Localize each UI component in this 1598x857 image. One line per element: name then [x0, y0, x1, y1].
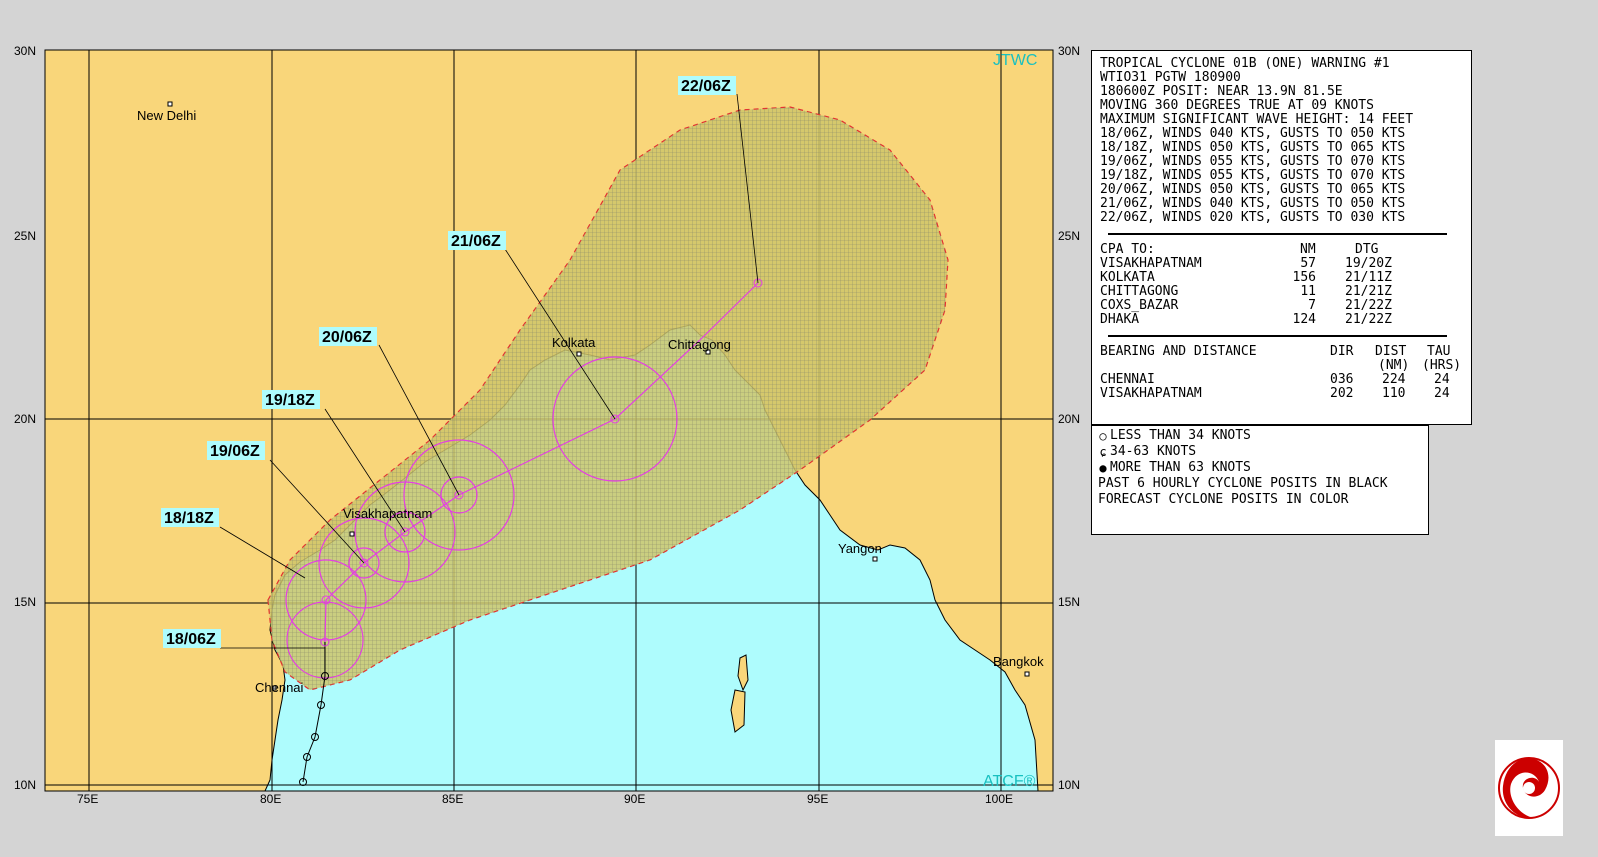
warning-header-line: WTIO31 PGTW 180900 [1100, 70, 1241, 85]
svg-text:90E: 90E [624, 792, 645, 806]
legend-item: ● MORE THAN 63 KNOTS [1099, 460, 1251, 476]
forecast-tags: 22/06Z 21/06Z 20/06Z 19/18Z 19/06Z 18/18… [161, 76, 736, 648]
svg-text:30N: 30N [14, 44, 36, 58]
bearing-row: VISAKHAPATNAM 202 110 24 [1100, 386, 1450, 401]
tag-21-06z: 21/06Z [451, 233, 501, 250]
svg-text:10N: 10N [1058, 778, 1080, 792]
svg-text:95E: 95E [807, 792, 828, 806]
svg-text:100E: 100E [985, 792, 1013, 806]
map-frame [44, 49, 1054, 792]
past-track [299, 642, 329, 786]
filled-storm-symbol-icon: ● [1099, 461, 1107, 475]
forecast-line: 18/06Z, WINDS 040 KTS, GUSTS TO 050 KTS [1100, 126, 1406, 141]
cpa-header: CPA TO: NM DTG [1100, 242, 1379, 257]
cpa-row: KOLKATA 156 21/11Z [1100, 270, 1392, 285]
legend-panel: ○ LESS THAN 34 KNOTS ɕ 34-63 KNOTS ● MORE T… [1091, 425, 1429, 535]
svg-text:25N: 25N [14, 229, 36, 243]
tag-19-18z: 19/18Z [265, 392, 315, 409]
city-new-delhi: New Delhi [137, 108, 196, 123]
wind-radii [285, 356, 678, 679]
warning-wave-height: MAXIMUM SIGNIFICANT WAVE HEIGHT: 14 FEET [1100, 112, 1414, 127]
svg-text:15N: 15N [1058, 595, 1080, 609]
bearing-header: BEARING AND DISTANCE DIR DIST TAU [1100, 344, 1451, 359]
legend-note: FORECAST CYCLONE POSITS IN COLOR [1098, 492, 1349, 507]
city-yangon: Yangon [838, 541, 882, 556]
tag-19-06z: 19/06Z [210, 443, 260, 460]
legend-item: ○ LESS THAN 34 KNOTS [1099, 428, 1251, 444]
brand-atcf: ATCF® [983, 773, 1036, 790]
bearing-row: CHENNAI 036 224 24 [1100, 372, 1450, 387]
forecast-track [320, 278, 763, 647]
cpa-row: DHAKA 124 21/22Z [1100, 312, 1392, 327]
forecast-line: 22/06Z, WINDS 020 KTS, GUSTS TO 030 KTS [1100, 210, 1406, 225]
city-bangkok: Bangkok [993, 654, 1044, 669]
tag-18-18z: 18/18Z [164, 510, 214, 527]
svg-text:75E: 75E [77, 792, 98, 806]
city-labels: New Delhi Kolkata Chittagong Visakhapatn… [137, 108, 1044, 695]
forecast-line: 19/06Z, WINDS 055 KTS, GUSTS TO 070 KTS [1100, 154, 1406, 169]
divider [1108, 335, 1447, 337]
svg-text:25N: 25N [1058, 229, 1080, 243]
warning-info-panel: TROPICAL CYCLONE 01B (ONE) WARNING #1 WT… [1091, 50, 1472, 425]
svg-text:30N: 30N [1058, 44, 1080, 58]
city-chittagong: Chittagong [668, 337, 731, 352]
legend-note: PAST 6 HOURLY CYCLONE POSITS IN BLACK [1098, 476, 1388, 491]
tag-leader-lines [219, 93, 759, 649]
svg-text:15N: 15N [14, 595, 36, 609]
tag-20-06z: 20/06Z [322, 329, 372, 346]
divider [1108, 233, 1447, 235]
brand-jtwc: JTWC [993, 52, 1037, 69]
svg-text:80E: 80E [260, 792, 281, 806]
warning-title: TROPICAL CYCLONE 01B (ONE) WARNING #1 [1100, 56, 1390, 71]
svg-text:10N: 10N [14, 778, 36, 792]
tag-22-06z: 22/06Z [681, 78, 731, 95]
forecast-line: 19/18Z, WINDS 055 KTS, GUSTS TO 070 KTS [1100, 168, 1406, 183]
city-chennai: Chennai [255, 680, 304, 695]
bearing-units: (NM) (HRS) [1378, 358, 1462, 373]
forecast-line: 21/06Z, WINDS 040 KTS, GUSTS TO 050 KTS [1100, 196, 1406, 211]
city-visakhapatnam: Visakhapatnam [343, 506, 432, 521]
cpa-row: CHITTAGONG 11 21/21Z [1100, 284, 1392, 299]
lat-labels-left: 30N 25N 20N 15N 10N [14, 44, 36, 792]
danger-swath-hatch [268, 107, 948, 690]
lat-labels-right: 30N 25N 20N 15N 10N [1058, 44, 1080, 792]
warning-position: 180600Z POSIT: NEAR 13.9N 81.5E [1100, 84, 1343, 99]
open-storm-symbol-icon: ɕ [1099, 445, 1107, 459]
jtwc-logo [1495, 740, 1563, 836]
svg-text:20N: 20N [14, 412, 36, 426]
svg-text:85E: 85E [442, 792, 463, 806]
warning-movement: MOVING 360 DEGREES TRUE AT 09 KNOTS [1100, 98, 1374, 113]
legend-item: ɕ 34-63 KNOTS [1099, 444, 1197, 460]
tag-18-06z: 18/06Z [166, 631, 216, 648]
lon-labels: 75E 80E 85E 90E 95E 100E [77, 792, 1013, 806]
cpa-row: VISAKHAPATNAM 57 19/20Z [1100, 256, 1392, 271]
cpa-row: COXS_BAZAR 7 21/22Z [1100, 298, 1392, 313]
forecast-line: 20/06Z, WINDS 050 KTS, GUSTS TO 065 KTS [1100, 182, 1406, 197]
svg-text:20N: 20N [1058, 412, 1080, 426]
forecast-line: 18/18Z, WINDS 050 KTS, GUSTS TO 065 KTS [1100, 140, 1406, 155]
city-markers [167, 101, 1030, 691]
city-kolkata: Kolkata [552, 335, 596, 350]
andaman-islands [730, 654, 749, 733]
open-circle-icon: ○ [1099, 429, 1107, 443]
